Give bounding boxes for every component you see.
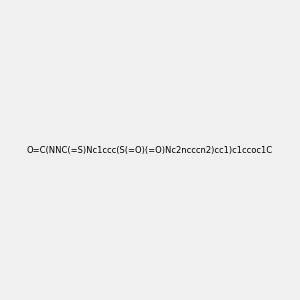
Text: O=C(NNC(=S)Nc1ccc(S(=O)(=O)Nc2ncccn2)cc1)c1ccoc1C: O=C(NNC(=S)Nc1ccc(S(=O)(=O)Nc2ncccn2)cc1…	[27, 146, 273, 154]
